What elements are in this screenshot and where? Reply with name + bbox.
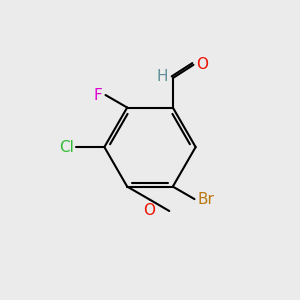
Text: O: O xyxy=(143,203,155,218)
Text: H: H xyxy=(156,69,167,84)
Text: O: O xyxy=(196,57,208,72)
Text: Br: Br xyxy=(197,192,214,207)
Text: Cl: Cl xyxy=(59,140,74,154)
Text: F: F xyxy=(94,88,103,103)
